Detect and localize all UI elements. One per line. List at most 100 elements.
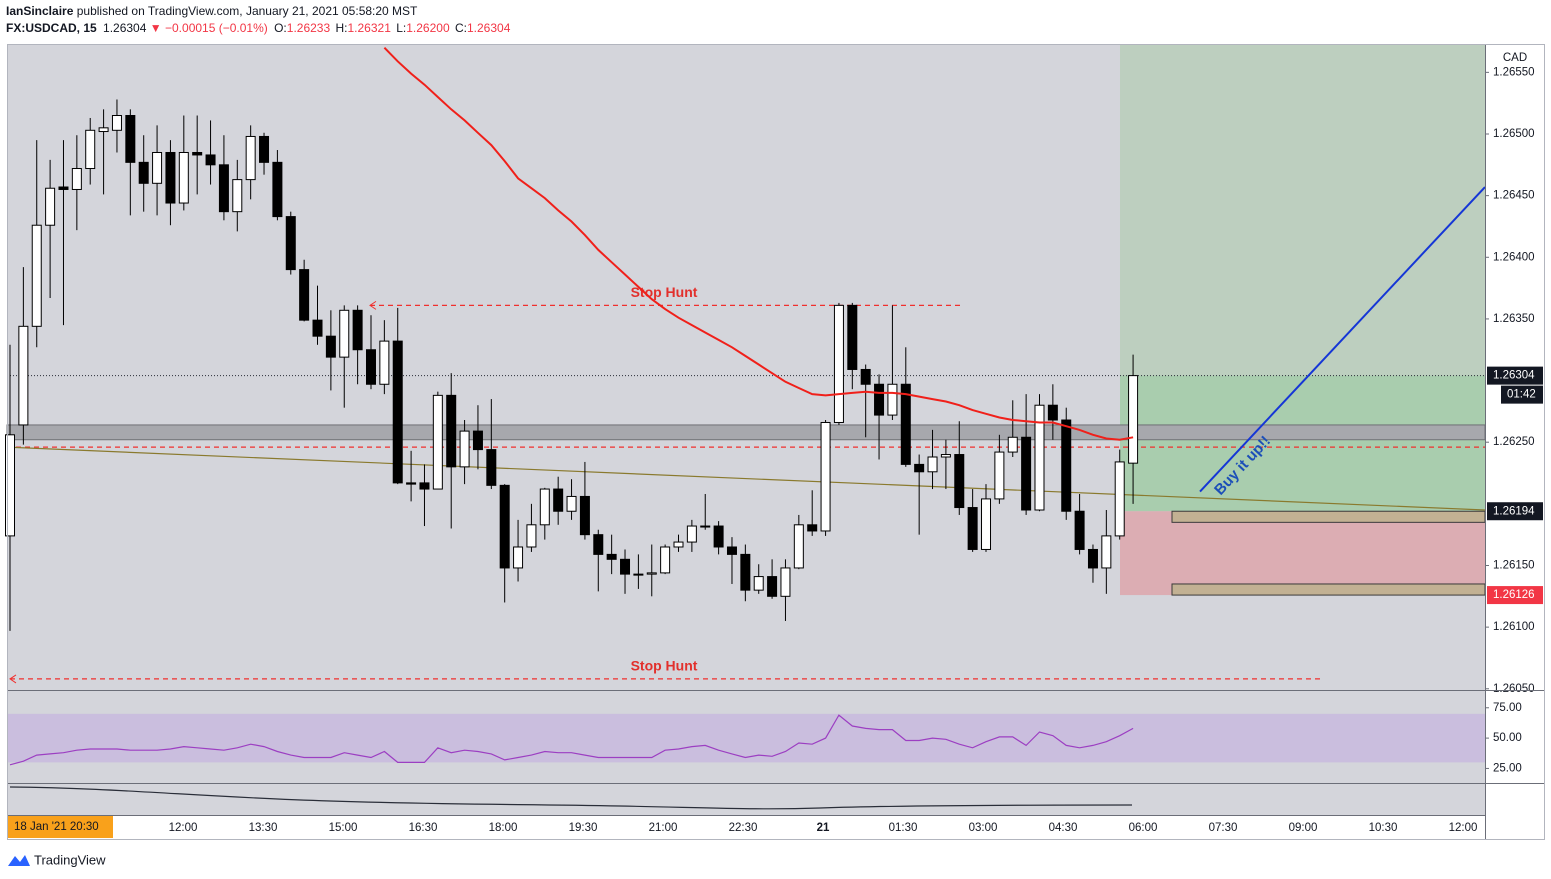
candle-body	[981, 498, 992, 550]
logo-icon	[8, 855, 30, 866]
x-tick-label: 19:30	[569, 822, 598, 834]
candle-body	[793, 524, 804, 569]
candle-body	[152, 151, 163, 184]
y-tick-label: 75.00	[1493, 702, 1522, 714]
candle-body	[914, 463, 925, 473]
countdown-box	[1501, 385, 1543, 404]
candle-body	[833, 304, 844, 423]
candle-body	[780, 567, 791, 597]
footer-brand: TradingView	[34, 852, 106, 867]
candle-body	[579, 495, 590, 536]
candle-body	[419, 482, 430, 490]
candle-body	[860, 368, 871, 385]
time-axis-background	[7, 815, 1485, 840]
y-tick-label: 25.00	[1493, 762, 1522, 774]
candle-body	[553, 488, 564, 512]
candle-body	[18, 325, 29, 426]
current-price-tag: 1.26304	[1493, 370, 1535, 382]
candle-body	[165, 151, 176, 204]
x-tick-label: 18:00	[489, 822, 518, 834]
candle-body	[1021, 436, 1032, 511]
candle-body	[1047, 404, 1058, 421]
candle-body	[71, 168, 82, 190]
x-tick-label: 13:30	[249, 822, 278, 834]
candle-body	[98, 127, 109, 133]
stop-hunt-arrow	[369, 300, 377, 310]
profit-zone	[1120, 375, 1485, 512]
order-box	[1171, 510, 1486, 523]
stop-hunt-label: Stop Hunt	[631, 658, 698, 674]
candle-body	[272, 161, 283, 218]
candle-body	[593, 534, 604, 555]
candle-body	[111, 115, 122, 131]
ohlc-value: 1.26304	[467, 21, 511, 35]
candle-body	[1074, 510, 1085, 550]
current-price-tag-box	[1487, 366, 1543, 385]
ohlc-label: H:	[336, 21, 348, 35]
candle-body	[940, 454, 951, 458]
y-tick-label: 50.00	[1493, 732, 1522, 744]
candle-body	[994, 451, 1005, 500]
ohlc-label: O:	[274, 21, 287, 35]
trendline	[6, 446, 1486, 511]
candle-body	[1114, 461, 1125, 537]
y-tick-label: 1.26050	[1493, 683, 1535, 695]
candle-body	[673, 541, 684, 548]
entry-price-tag-box	[1487, 502, 1543, 521]
candle-body	[192, 151, 203, 156]
candle-body	[513, 546, 524, 569]
stop-hunt-arrow	[9, 674, 17, 684]
change: −0.00015 (−0.01%)	[165, 21, 268, 35]
candle-body	[927, 456, 938, 473]
x-tick-label: 03:00	[969, 822, 998, 834]
x-tick-label: 16:30	[409, 822, 438, 834]
y-tick-label: 1.26350	[1493, 313, 1535, 325]
candle-body	[700, 525, 711, 528]
ohlc-value: 1.26233	[287, 21, 331, 35]
candle-body	[31, 224, 42, 327]
y-tick-label: 1.26250	[1493, 436, 1535, 448]
candle-body	[660, 546, 671, 574]
candle-body	[620, 558, 631, 575]
candle-body	[726, 546, 737, 555]
candle-body	[138, 161, 149, 184]
candle-body	[392, 340, 403, 484]
x-tick-label: 10:30	[1369, 822, 1398, 834]
candle-body	[178, 151, 189, 204]
candle-body	[646, 572, 657, 575]
x-tick-label: 21	[817, 822, 830, 834]
candle-body	[1101, 535, 1112, 569]
candle-body	[205, 154, 216, 166]
x-tick-label: 21:00	[649, 822, 678, 834]
currency-label: CAD	[1503, 52, 1527, 64]
candle-body	[232, 179, 243, 213]
candle-body	[954, 454, 965, 509]
candle-body	[312, 319, 323, 337]
candle-body	[1034, 404, 1045, 511]
candle-body	[472, 430, 483, 451]
candle-body	[125, 115, 136, 163]
stop-price-tag: 1.26126	[1493, 589, 1535, 601]
candle-body	[686, 525, 697, 543]
candle-body	[713, 525, 724, 548]
y-tick-label: 1.26100	[1493, 621, 1535, 633]
candle-body	[58, 186, 69, 190]
y-tick-label: 1.26500	[1493, 128, 1535, 140]
stop-zone	[1120, 511, 1485, 596]
stop-hunt-label: Stop Hunt	[631, 284, 698, 300]
candle-body	[45, 187, 56, 226]
candle-body	[259, 135, 270, 163]
candle-body	[874, 383, 885, 416]
candle-body	[486, 449, 497, 486]
y-tick-label: 1.26150	[1493, 560, 1535, 572]
entry-price-tag: 1.26194	[1493, 505, 1535, 517]
order-box	[1171, 583, 1486, 596]
ohlc-value: 1.26321	[348, 21, 392, 35]
candle-body	[299, 269, 310, 321]
candle-body	[820, 421, 831, 532]
y-tick-label: 1.26450	[1493, 190, 1535, 202]
cursor-time: 18 Jan '21 20:30	[14, 821, 99, 833]
candle-body	[325, 335, 336, 358]
candle-body	[245, 135, 256, 181]
